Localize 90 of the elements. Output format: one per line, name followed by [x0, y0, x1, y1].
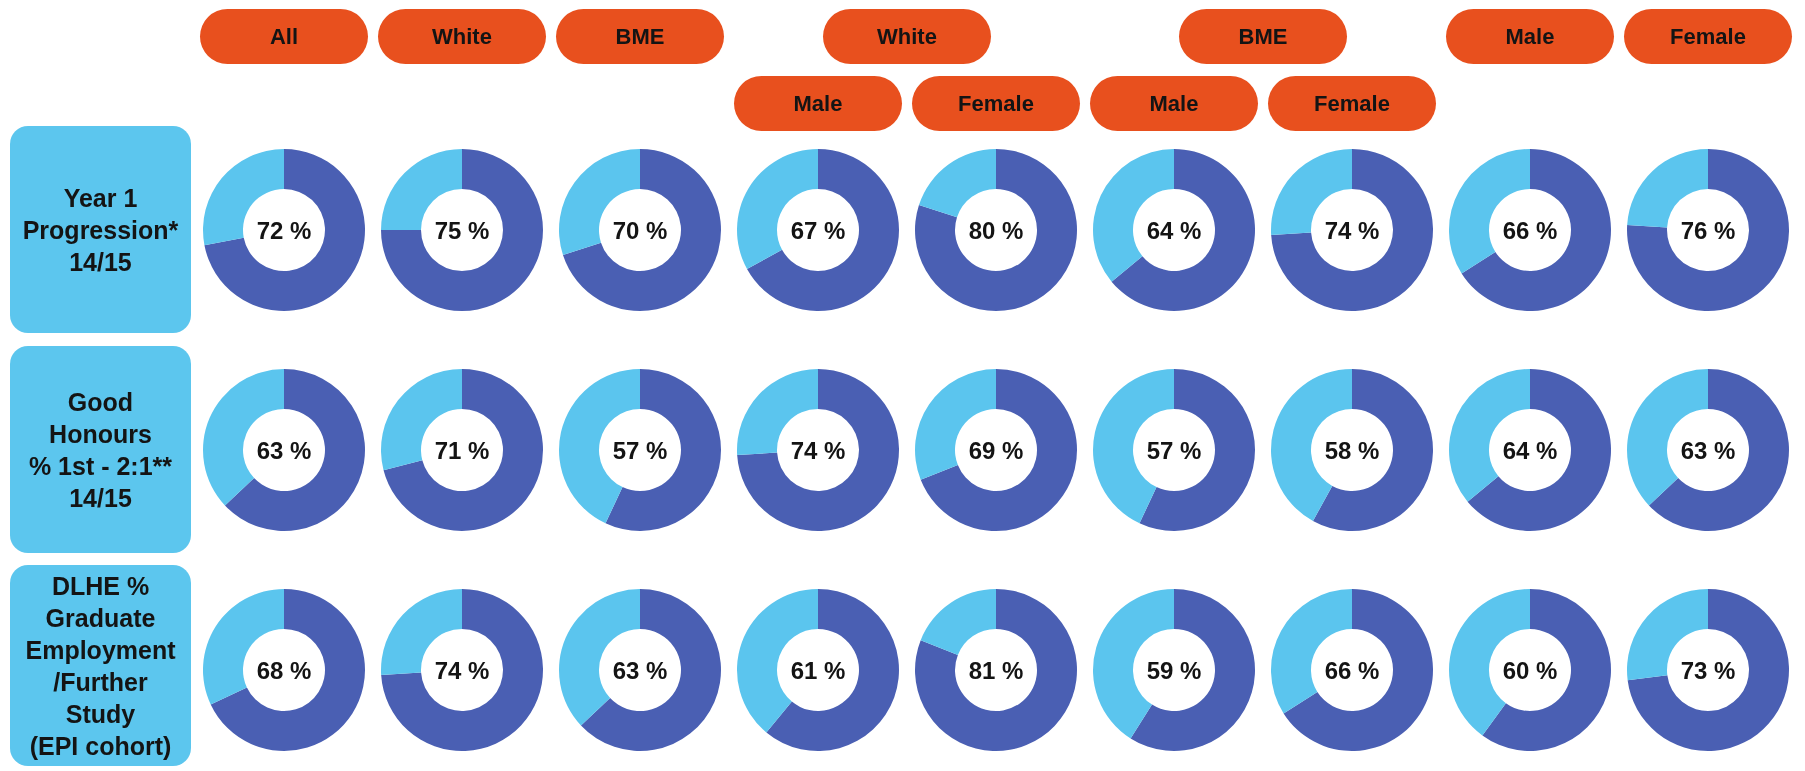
donut-slice [915, 589, 1077, 751]
donut-slice [1130, 589, 1255, 751]
text: 67 % [790, 216, 846, 244]
donut-slice [203, 589, 284, 705]
donut-slice [1467, 369, 1611, 531]
text: 76 % [1680, 216, 1736, 244]
text: 63 % [1680, 436, 1736, 464]
text: 73 % [1680, 656, 1736, 684]
donut-slice [1312, 369, 1433, 531]
donut-slice [210, 589, 365, 751]
donut-slice [737, 149, 818, 270]
donut-slice [1093, 589, 1174, 739]
text: 60 % [1502, 656, 1558, 684]
text: White [432, 23, 492, 50]
text: 57 % [1146, 436, 1202, 464]
donut-slice [559, 589, 640, 726]
donut-slice [766, 589, 899, 751]
donut-slice [224, 369, 365, 531]
text: Male [1505, 23, 1555, 50]
text: 59 % [1146, 656, 1202, 684]
donut-slice [381, 589, 543, 751]
text: 75 % [434, 216, 490, 244]
donut-slice [1627, 369, 1708, 506]
text: 72 % [256, 216, 312, 244]
text: 63 % [612, 656, 668, 684]
donut-slice [915, 149, 1077, 311]
text: 80 % [968, 216, 1024, 244]
text: 64 % [1146, 216, 1202, 244]
donut-slice [1093, 369, 1174, 524]
donut-slice [1139, 369, 1255, 531]
donut-slice [605, 369, 721, 531]
donut-slice [920, 589, 996, 655]
donut-slice [915, 369, 996, 480]
text: BME [1238, 23, 1288, 50]
donut-slice [1283, 589, 1433, 751]
donut-slice [1648, 369, 1789, 531]
text: 69 % [968, 436, 1024, 464]
donut-slice [1271, 149, 1433, 311]
donut-slice [1111, 149, 1255, 311]
donut-slice [737, 369, 899, 531]
donut-slice [383, 369, 543, 531]
text: 71 % [434, 436, 490, 464]
text: Male [793, 90, 843, 117]
donut-slice [747, 149, 899, 311]
text: DLHE % Graduate Employment /Further Study (EPI cohort) [25, 570, 176, 762]
text: Female [1314, 90, 1390, 117]
donut-slice [559, 369, 640, 524]
text: Female [958, 90, 1034, 117]
text: 74 % [434, 656, 490, 684]
donut-slice [203, 369, 284, 506]
donut-slice [381, 369, 462, 471]
text: 58 % [1324, 436, 1380, 464]
text: 66 % [1324, 656, 1380, 684]
text: Year 1 Progression* 14/15 [22, 182, 179, 278]
text: BME [615, 23, 665, 50]
donut-slice [204, 149, 365, 311]
text: All [269, 23, 299, 50]
donut-slice [1627, 589, 1789, 751]
text: 57 % [612, 436, 668, 464]
donut-slice [1093, 149, 1174, 282]
text: 70 % [612, 216, 668, 244]
donut-slice [920, 369, 1077, 531]
donut-slice [1627, 589, 1708, 681]
donut-slice [1627, 149, 1789, 311]
text: 81 % [968, 656, 1024, 684]
text: Female [1670, 23, 1746, 50]
donut-slice [918, 149, 996, 218]
text: 74 % [790, 436, 846, 464]
donut-slice [1449, 589, 1530, 736]
donut-slice [1482, 589, 1611, 751]
donut-slice [559, 149, 640, 256]
donut-slice [1271, 369, 1352, 521]
text: Good Honours % 1st - 2:1** 14/15 [28, 386, 173, 514]
text: 66 % [1502, 216, 1558, 244]
text: 68 % [256, 656, 312, 684]
text: Male [1149, 90, 1199, 117]
donut-slice [381, 149, 543, 311]
donut-slice [580, 589, 721, 751]
text: 64 % [1502, 436, 1558, 464]
text: 61 % [790, 656, 846, 684]
donut-slice [1271, 589, 1352, 714]
donut-slice [737, 589, 818, 733]
text: White [877, 23, 937, 50]
donut-slice [203, 149, 284, 246]
donut-slice [562, 149, 721, 311]
donut-slice [1461, 149, 1611, 311]
donut-slice [1449, 149, 1530, 274]
donut-slice [1449, 369, 1530, 502]
text: 74 % [1324, 216, 1380, 244]
text: 63 % [256, 436, 312, 464]
